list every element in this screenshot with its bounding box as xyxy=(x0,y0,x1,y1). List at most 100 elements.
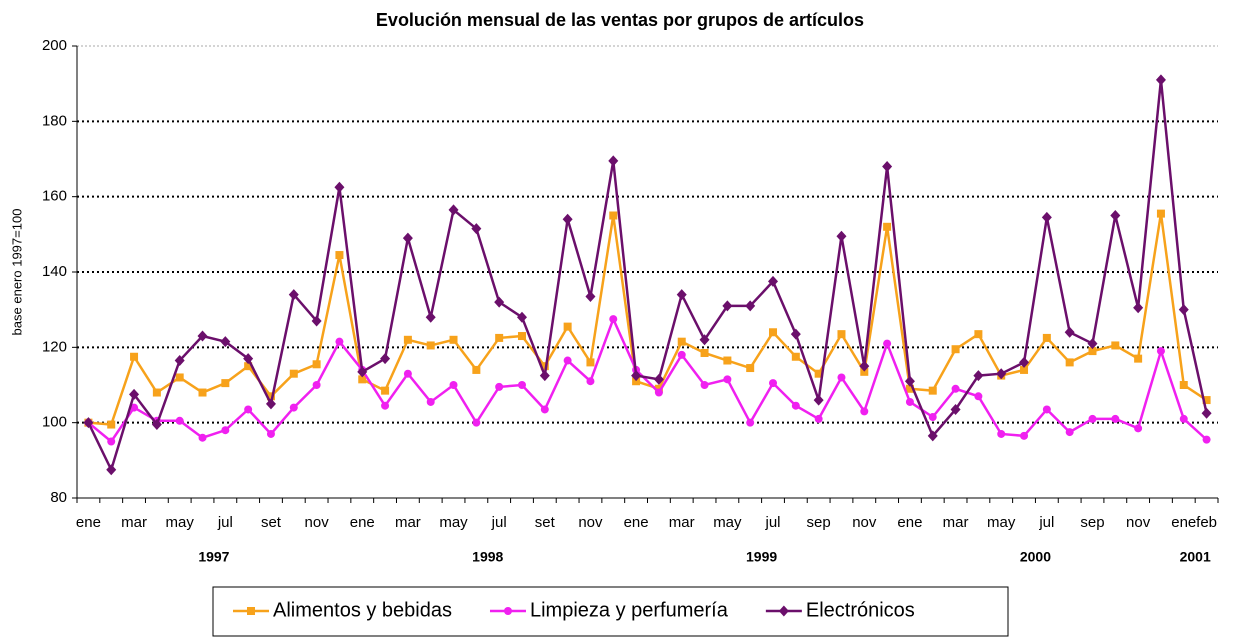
x-tick-label: ene xyxy=(76,514,101,531)
data-point xyxy=(586,358,595,367)
data-point xyxy=(1019,356,1030,368)
data-point xyxy=(791,352,800,361)
data-point xyxy=(883,222,892,231)
data-point xyxy=(1110,210,1121,221)
data-point xyxy=(107,437,116,446)
data-point xyxy=(265,398,276,410)
x-tick-label: nov xyxy=(578,514,603,531)
year-label: 2000 xyxy=(1020,549,1051,565)
data-point xyxy=(769,379,778,388)
data-point xyxy=(814,369,823,378)
data-point xyxy=(539,370,550,382)
data-point xyxy=(883,339,892,348)
legend-marker xyxy=(778,605,789,617)
series-line xyxy=(88,213,1208,426)
data-point xyxy=(1202,435,1211,444)
data-point xyxy=(495,382,504,391)
data-point xyxy=(198,433,207,442)
legend-label: Electrónicos xyxy=(806,599,915,621)
series-line xyxy=(87,79,1208,474)
data-point xyxy=(130,352,139,361)
data-point xyxy=(563,356,572,365)
data-point xyxy=(745,300,756,312)
data-point xyxy=(174,355,185,367)
data-point xyxy=(1178,304,1189,316)
data-point xyxy=(814,414,823,423)
x-tick-label: sep xyxy=(807,514,831,531)
data-point xyxy=(1064,326,1075,338)
data-point xyxy=(1111,341,1120,350)
data-point xyxy=(768,275,779,287)
data-point xyxy=(175,416,184,425)
data-point xyxy=(151,419,162,431)
data-point xyxy=(1179,414,1188,423)
data-point xyxy=(517,381,526,389)
data-point xyxy=(790,328,801,340)
data-point xyxy=(609,315,618,324)
data-point xyxy=(837,373,846,382)
data-point xyxy=(540,362,549,371)
data-point xyxy=(106,464,117,476)
data-point xyxy=(243,353,254,365)
data-point xyxy=(312,360,321,369)
data-point xyxy=(1042,333,1051,342)
data-point xyxy=(1088,414,1097,423)
x-tick-label: ene xyxy=(624,514,649,531)
data-point xyxy=(266,429,275,438)
data-point xyxy=(563,322,572,331)
data-point xyxy=(289,369,298,378)
data-point xyxy=(928,386,937,395)
data-point xyxy=(403,369,412,378)
x-tick-label: jul xyxy=(1038,514,1054,531)
data-point xyxy=(859,360,870,372)
data-point xyxy=(927,430,938,442)
data-point xyxy=(791,401,800,410)
x-tick-label: may xyxy=(987,514,1016,531)
x-tick-label: ene xyxy=(1171,514,1196,531)
data-point xyxy=(1065,358,1074,367)
data-point xyxy=(517,332,526,341)
data-point xyxy=(882,161,893,173)
data-point xyxy=(380,353,391,365)
data-point xyxy=(335,251,344,260)
data-point xyxy=(1041,211,1052,223)
data-point xyxy=(425,311,436,323)
data-point xyxy=(540,405,549,414)
x-tick-label: mar xyxy=(943,514,969,531)
data-point xyxy=(951,345,960,354)
y-axis-label: base enero 1997=100 xyxy=(9,209,24,336)
y-tick-label: 80 xyxy=(50,489,67,506)
data-point xyxy=(676,289,687,301)
data-point xyxy=(244,362,253,371)
data-point xyxy=(152,388,161,397)
data-point xyxy=(700,348,709,357)
data-point xyxy=(472,418,481,427)
data-point xyxy=(562,213,573,225)
data-point xyxy=(746,364,755,373)
legend-marker xyxy=(247,607,255,615)
data-point xyxy=(1179,381,1188,389)
x-tick-label: nov xyxy=(305,514,330,531)
data-point xyxy=(586,377,595,386)
data-point xyxy=(289,403,298,412)
data-point xyxy=(449,381,458,389)
data-point xyxy=(357,366,368,378)
data-point xyxy=(1202,396,1211,405)
legend: Alimentos y bebidas Limpieza y perfumería… xyxy=(212,586,1009,637)
x-tick-label: jul xyxy=(765,514,781,531)
x-tick-label: ene xyxy=(897,514,922,531)
data-point xyxy=(1087,338,1098,350)
data-point xyxy=(631,370,642,382)
y-tick-label: 180 xyxy=(42,112,67,129)
data-point xyxy=(244,405,253,414)
data-point xyxy=(1133,302,1144,314)
data-point xyxy=(311,315,322,327)
data-point xyxy=(677,350,686,359)
data-point xyxy=(860,407,869,416)
data-point xyxy=(654,388,663,397)
x-tick-label: may xyxy=(166,514,195,531)
data-point xyxy=(83,417,94,429)
data-point xyxy=(1156,347,1165,356)
data-point xyxy=(769,328,778,337)
